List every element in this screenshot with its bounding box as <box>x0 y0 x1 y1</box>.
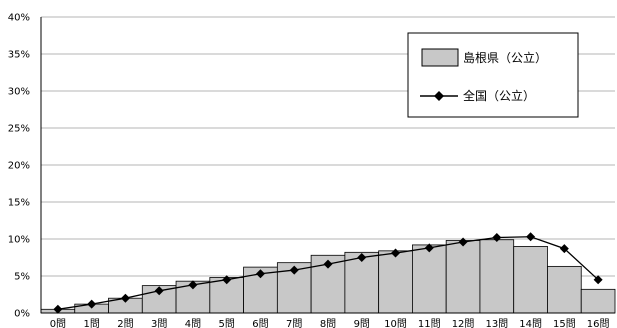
legend: 島根県（公立） 全国（公立） <box>407 32 579 118</box>
line-point <box>222 275 232 285</box>
x-tick-label: 10問 <box>384 318 407 328</box>
line-point <box>53 304 63 314</box>
line-series <box>53 232 603 314</box>
x-tick-label: 13問 <box>485 318 508 328</box>
line-point <box>255 269 265 279</box>
y-tick-label: 30% <box>8 87 30 98</box>
x-tick-label: 1問 <box>83 318 99 328</box>
bar <box>445 240 481 314</box>
line-point <box>391 248 401 258</box>
line-point <box>87 299 97 309</box>
bar <box>580 288 616 314</box>
x-tick-label: 2問 <box>117 318 133 328</box>
line-point <box>154 286 164 296</box>
x-tick-label: 5問 <box>219 318 235 328</box>
x-tick-label: 14問 <box>519 318 542 328</box>
y-tick-label: 25% <box>8 124 30 135</box>
line-point <box>593 275 603 285</box>
x-tick-label: 7問 <box>286 318 302 328</box>
legend-box <box>407 32 579 118</box>
x-tick-label: 4問 <box>185 318 201 328</box>
line-point <box>559 244 569 254</box>
bar <box>479 239 515 314</box>
line-point <box>188 280 198 290</box>
grid-lines <box>41 16 615 277</box>
x-tick-label: 12問 <box>452 318 475 328</box>
legend-line-marker <box>434 91 444 101</box>
y-axis-labels: 0% 5% 10% 15% 20% 25% 30% 35% 40% <box>8 13 30 320</box>
bar <box>378 250 413 314</box>
y-tick-label: 20% <box>8 161 30 172</box>
x-tick-label: 3問 <box>151 318 167 328</box>
y-tick-label: 10% <box>8 235 30 246</box>
line-point <box>289 265 299 275</box>
x-tick-label: 11問 <box>418 318 441 328</box>
legend-bar-label: 島根県（公立） <box>463 50 547 65</box>
x-tick-label: 0問 <box>50 318 66 328</box>
x-tick-label: 9問 <box>354 318 370 328</box>
bar <box>547 265 582 314</box>
x-tick-label: 16問 <box>587 318 610 328</box>
line-point <box>357 253 367 262</box>
x-tick-label: 6問 <box>252 318 268 328</box>
line-point <box>120 293 130 303</box>
line-point <box>424 243 434 253</box>
legend-bar-swatch <box>421 48 459 67</box>
line-point <box>323 259 333 269</box>
y-tick-label: 35% <box>8 50 30 61</box>
x-axis-labels: 0問 1問 2問 3問 4問 5問 6問 7問 8問 9問 10問 11問 12問 13問 14問 15問 16… <box>50 318 610 328</box>
legend-line-label: 全国（公立） <box>463 88 535 103</box>
y-tick-label: 40% <box>8 13 30 24</box>
line-point <box>492 233 502 243</box>
x-tick-label: 8問 <box>320 318 336 328</box>
y-tick-label: 5% <box>14 272 30 283</box>
bar <box>412 244 447 314</box>
bar <box>513 245 548 314</box>
line-point <box>458 237 468 247</box>
axes <box>40 17 615 314</box>
line-point <box>526 232 536 242</box>
y-tick-label: 15% <box>8 198 30 209</box>
y-tick-label: 0% <box>14 309 30 320</box>
x-tick-label: 15問 <box>553 318 576 328</box>
